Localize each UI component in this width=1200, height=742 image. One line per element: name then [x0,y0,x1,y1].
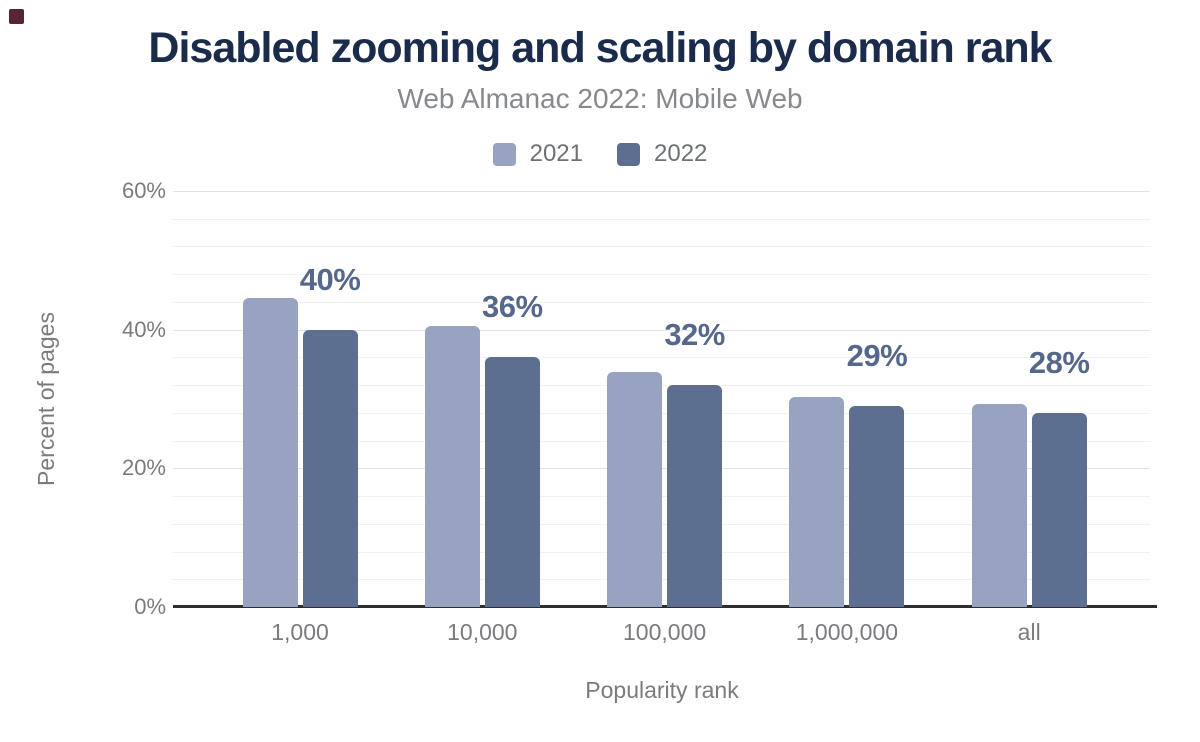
chart-subtitle: Web Almanac 2022: Mobile Web [397,83,803,114]
bar-2022-1,000[interactable] [302,329,358,607]
bar-2022-10,000[interactable] [484,357,540,607]
x-category-label: 100,000 [623,619,707,645]
x-category-label: 10,000 [447,619,518,645]
legend-item-2022: 2022 [617,142,707,166]
chart-title: Disabled zooming and scaling by domain r… [148,24,1052,72]
y-axis-title: Percent of pages [33,312,59,486]
gridline [173,191,1150,192]
gridline [173,274,1150,276]
bar-2021-10,000[interactable] [424,326,480,607]
bar-2022-all[interactable] [1031,412,1087,607]
legend-label-2021: 2021 [529,140,583,167]
data-label: 29% [846,337,908,373]
legend-item-2021: 2021 [492,140,583,167]
y-tick-label: 0% [134,594,166,619]
legend-swatch-2021 [492,142,516,166]
bar-2021-1,000,000[interactable] [789,396,845,607]
data-label: 40% [299,261,361,297]
corner-marker [9,9,24,24]
data-label: 32% [664,317,725,353]
gridline [173,329,1150,331]
data-label: 36% [482,289,543,325]
y-tick-label: 20% [121,455,166,481]
data-label: 28% [1028,344,1090,380]
x-axis-title: Popularity rank [585,677,739,703]
y-tick-label: 40% [121,316,166,342]
legend-swatch-2022 [617,142,640,166]
x-category-label: 1,000,000 [795,619,899,645]
gridline [173,301,1150,303]
legend: 2021 2022 [0,142,1200,166]
legend-label-2022: 2022 [654,140,708,167]
bar-2021-100,000[interactable] [607,371,663,607]
x-category-label: all [1017,619,1041,645]
gridline [173,246,1150,248]
bar-2021-all[interactable] [971,403,1027,607]
bar-2021-1,000[interactable] [242,297,298,607]
gridline [173,357,1150,359]
bar-2022-100,000[interactable] [667,385,723,607]
gridline [173,218,1150,220]
x-category-label: 1,000 [271,619,329,645]
y-tick-label: 60% [121,178,166,203]
bar-2022-1,000,000[interactable] [849,405,905,607]
x-axis-line [173,605,1157,608]
